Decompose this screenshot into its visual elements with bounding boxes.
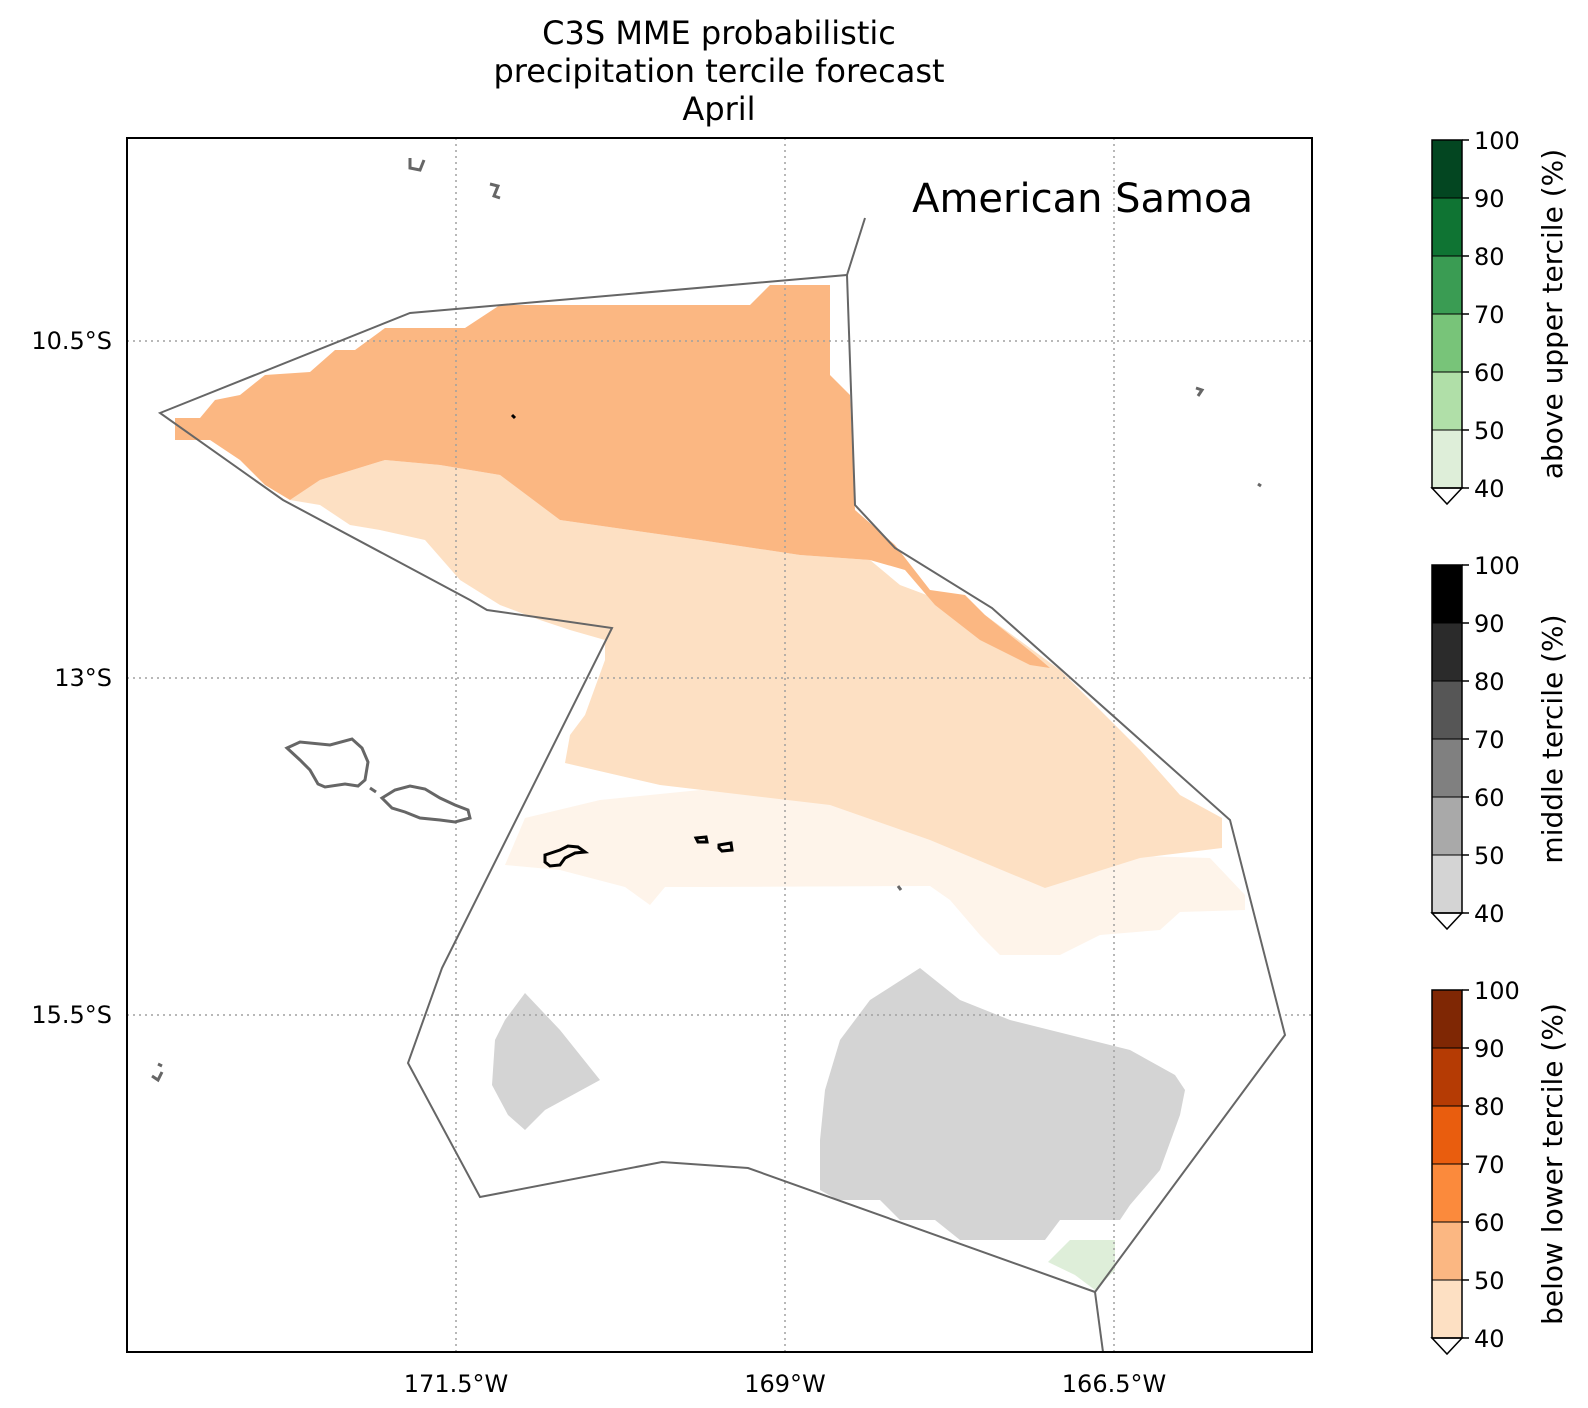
manono-island (369, 786, 377, 794)
colorbar-2-segment (1431, 680, 1463, 740)
upolu-island (379, 784, 472, 824)
eez-outline (157, 273, 1287, 1294)
title-line-1: C3S MME probabilistic (542, 14, 896, 52)
colorbar-2-tick-label: 80 (1474, 668, 1505, 696)
title-line-2: precipitation tercile forecast (493, 52, 945, 90)
colorbar-3-segment (1431, 1163, 1463, 1223)
colorbar-1-tick-label: 50 (1474, 417, 1505, 445)
colorbar-2-tick-label: 40 (1474, 900, 1505, 928)
colorbar-1-tick-label: 60 (1474, 359, 1505, 387)
colorbar-3-tick-label: 40 (1474, 1325, 1505, 1353)
colorbar-1-segment (1431, 255, 1463, 315)
map-frame (126, 137, 1313, 1353)
east-islet (1195, 386, 1205, 397)
ofu-olosega-island (693, 835, 709, 844)
middle-tercile-area-east (820, 968, 1185, 1240)
lon-tick-label-3: 166.5°W (1062, 1370, 1166, 1398)
colorbar-3-tick-label: 90 (1474, 1035, 1505, 1063)
colorbar-1-tick-label: 100 (1474, 127, 1520, 155)
colorbar-2-segment (1431, 622, 1463, 682)
colorbar-2-segment (1431, 738, 1463, 798)
lat-tick-label-2: 13°S (54, 664, 112, 692)
below-tercile-light-area (505, 790, 1245, 955)
small-islet-south (896, 885, 903, 891)
colorbar-3-segment (1431, 1221, 1463, 1281)
title-line-3: April (682, 90, 756, 128)
colorbar-2-tick-label: 100 (1474, 552, 1520, 580)
lat-tick-label-3: 15.5°S (31, 1001, 112, 1029)
north-islet-2 (489, 182, 501, 200)
colorbar-1-tick-label: 70 (1474, 301, 1505, 329)
colorbar-3-tick-label: 70 (1474, 1151, 1505, 1179)
colorbar-1-segment (1431, 197, 1463, 257)
lon-tick-label-2: 169°W (744, 1370, 826, 1398)
american-samoa-coastlines (510, 413, 734, 868)
middle-tercile-area-west (492, 993, 600, 1130)
colorbar-2-label: middle tercile (%) (1536, 614, 1569, 863)
colorbar-2-segment (1431, 564, 1463, 624)
colorbar-3-tick-label: 80 (1474, 1093, 1505, 1121)
colorbar-2-extend-triangle (1430, 912, 1464, 931)
savaii-island (284, 737, 370, 789)
colorbar-3-segment (1431, 1279, 1463, 1339)
swains-island (510, 413, 517, 420)
colorbar-3-tick-label: 60 (1474, 1209, 1505, 1237)
colorbar-2-segment (1431, 796, 1463, 856)
above-tercile-area (1048, 1240, 1115, 1290)
colorbar-2-tick-label: 60 (1474, 784, 1505, 812)
colorbar-2-tick-label: 90 (1474, 610, 1505, 638)
swains-north-islet (408, 158, 426, 172)
colorbar-3-tick-label: 100 (1474, 977, 1520, 1005)
colorbar-1-tick-label: 80 (1474, 243, 1505, 271)
eez-boundary-north (846, 217, 866, 276)
region-label: American Samoa (912, 176, 1253, 222)
colorbar-1-extend-triangle (1430, 487, 1464, 506)
colorbar-3-extend-triangle (1430, 1337, 1464, 1356)
tau-island (717, 841, 734, 853)
east-islet-2 (1257, 482, 1262, 488)
eez-boundary-south (1094, 1291, 1104, 1352)
colorbar-1-segment (1431, 371, 1463, 431)
tutuila-island (543, 844, 590, 868)
colorbar-1-tick-label: 90 (1474, 185, 1505, 213)
colorbar-1-segment (1431, 313, 1463, 373)
below-tercile-40-50-area (290, 460, 1222, 888)
lon-tick-labels: 171.5°W 169°W 166.5°W (404, 1370, 1166, 1398)
forecast-areas (175, 285, 1245, 1290)
colorbar-2: 100 90 80 70 60 50 40 middle tercile (%) (1430, 552, 1569, 931)
colorbar-1-segment (1431, 429, 1463, 489)
colorbar-1: 100 90 80 70 60 50 40 above upper tercile (%) (1430, 127, 1569, 506)
colorbar-3-segment (1431, 1047, 1463, 1107)
colorbar-3-label: below lower tercile (%) (1536, 1003, 1569, 1325)
gridlines (127, 138, 1312, 1352)
colorbar-3: 100 90 80 70 60 50 40 below lower tercile (%) (1430, 977, 1569, 1356)
colorbar-3-segment (1431, 989, 1463, 1049)
colorbar-1-segment (1431, 139, 1463, 199)
below-tercile-50-60-area (175, 285, 1050, 668)
lat-tick-label-1: 10.5°S (31, 327, 112, 355)
colorbar-1-label: above upper tercile (%) (1536, 149, 1569, 479)
colorbar-2-tick-label: 50 (1474, 842, 1505, 870)
colorbar-2-tick-label: 70 (1474, 726, 1505, 754)
west-islet (151, 1062, 164, 1083)
lon-tick-label-1: 171.5°W (404, 1370, 508, 1398)
chart-title: C3S MME probabilistic precipitation terc… (126, 14, 1312, 128)
colorbar-1-tick-label: 40 (1474, 475, 1505, 503)
colorbar-2-segment (1431, 854, 1463, 914)
colorbar-3-tick-label: 50 (1474, 1267, 1505, 1295)
samoa-coastlines (151, 158, 1262, 1083)
lat-tick-labels: 10.5°S 13°S 15.5°S (31, 327, 112, 1029)
colorbar-3-segment (1431, 1105, 1463, 1165)
eez-boundary (157, 217, 1287, 1352)
